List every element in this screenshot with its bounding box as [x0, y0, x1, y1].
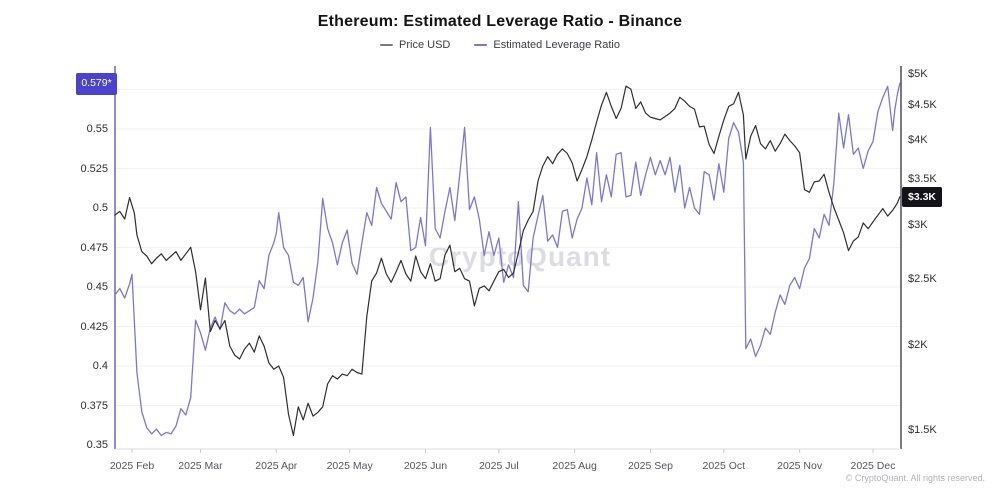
chart-title: Ethereum: Estimated Leverage Ratio - Bin…: [317, 13, 683, 30]
right-axis-tick: $2.5K: [908, 272, 937, 285]
legend-item-leverage[interactable]: Estimated Leverage Ratio: [474, 39, 620, 51]
x-axis-month-label: 2025 Apr: [255, 460, 298, 472]
gridlines: [115, 89, 901, 406]
x-axis-month-label: 2025 Oct: [702, 460, 746, 472]
left-axis-tick: 0.45: [86, 281, 108, 293]
leverage-ratio-line: [114, 82, 901, 437]
price-current-value-badge: $3.3K: [902, 187, 942, 207]
x-axis-month-label: 2025 Dec: [850, 460, 896, 472]
left-axis-tick: 0.4: [92, 360, 108, 372]
x-axis-month-label: 2025 Feb: [109, 460, 155, 472]
right-axis-tick: $5K: [908, 68, 928, 80]
x-axis-month-label: 2025 Nov: [777, 460, 823, 472]
x-axis-month-label: 2025 Aug: [552, 460, 597, 472]
leverage-line-dash-icon: [474, 44, 488, 46]
left-axis-tick: 0.525: [80, 162, 108, 175]
left-axis-tick: 0.35: [86, 439, 108, 451]
right-axis-tick: $4K: [908, 133, 928, 146]
leverage-current-value-badge: 0.579*: [76, 73, 117, 95]
month-tick-marks: [131, 449, 874, 453]
legend: Price USD Estimated Leverage Ratio: [0, 39, 1000, 51]
right-axis-tick: $4.5K: [908, 99, 937, 112]
left-axis-tick: 0.425: [80, 320, 108, 333]
x-axis-month-label: 2025 Jun: [403, 460, 448, 472]
left-axis-tick: 0.475: [80, 241, 108, 254]
left-axis-tick: 0.55: [86, 123, 108, 135]
x-axis-month-label: 2025 Sep: [627, 460, 673, 472]
x-axis-month-label: 2025 Jul: [478, 460, 519, 472]
legend-label-price: Price USD: [399, 39, 451, 51]
x-axis-month-label: 2025 May: [326, 460, 373, 472]
right-axis-tick: $1.5K: [908, 423, 937, 436]
legend-item-price[interactable]: Price USD: [380, 39, 450, 51]
left-axis-tick: 0.5: [92, 202, 108, 214]
right-axis-tick: $3.5K: [908, 173, 937, 186]
legend-label-leverage: Estimated Leverage Ratio: [493, 39, 620, 51]
price-line-dash-icon: [380, 44, 394, 46]
copyright-footer: © CryptoQuant. All rights reserved.: [845, 473, 985, 483]
x-axis-month-label: 2025 Mar: [178, 460, 223, 472]
left-axis-tick: 0.375: [80, 399, 108, 412]
right-axis-tick: $2K: [908, 338, 928, 351]
price-usd-line: [114, 85, 901, 437]
right-axis-tick: $3K: [908, 218, 928, 231]
